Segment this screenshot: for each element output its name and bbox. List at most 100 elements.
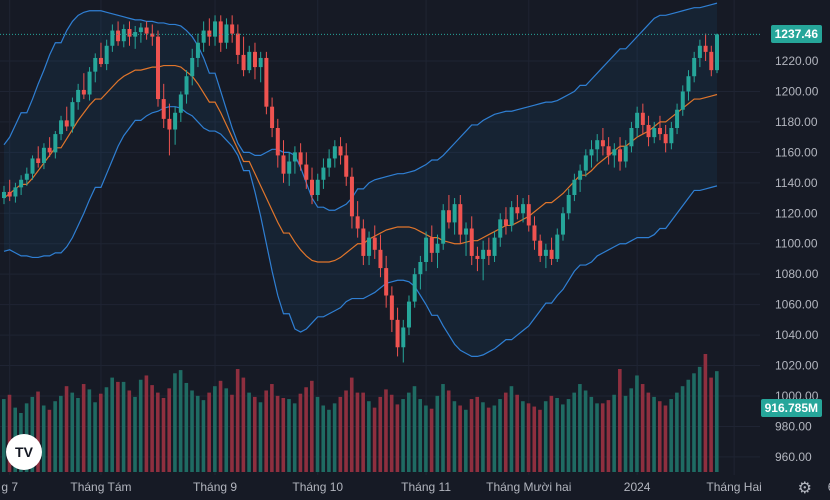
candle [195, 33, 200, 68]
candle [509, 201, 514, 232]
price-axis[interactable]: 960.00980.001000.001020.001040.001060.00… [760, 0, 830, 500]
candle [669, 121, 674, 150]
candle [287, 152, 292, 186]
candle [589, 140, 594, 168]
candle [361, 219, 366, 266]
volume-bar [64, 386, 69, 472]
volume-bar [703, 354, 708, 472]
volume-bar [93, 402, 97, 472]
volume-bar [566, 399, 571, 472]
candle [315, 173, 320, 202]
candle [127, 21, 132, 46]
candle [606, 137, 611, 165]
volume-bar [247, 392, 251, 472]
candle [578, 164, 583, 192]
volume-bar [178, 370, 183, 472]
time-tick-label: Tháng 10 [292, 480, 343, 494]
candle [652, 121, 657, 144]
candle [104, 39, 109, 71]
candle [161, 83, 166, 128]
volume-bar [412, 386, 417, 472]
volume-bar [252, 396, 257, 472]
candle [344, 143, 349, 186]
volume-bar [144, 375, 149, 472]
candle [475, 246, 480, 272]
candle [241, 36, 246, 77]
volume-bar [224, 388, 229, 472]
candle [412, 268, 417, 308]
candle [692, 51, 697, 83]
price-tick-label: 1040.00 [775, 328, 819, 342]
candle [612, 143, 617, 168]
volume-bar [515, 394, 519, 472]
candle [401, 319, 406, 363]
volume-bar [646, 392, 651, 472]
time-tick-label: g 7 [1, 480, 18, 494]
volume-bar [600, 403, 605, 472]
candle [338, 137, 343, 165]
volume-bar [173, 373, 177, 472]
volume-bar [195, 395, 200, 472]
volume-bar [469, 399, 474, 472]
price-tick-label: 1140.00 [775, 176, 818, 190]
volume-bar [435, 395, 440, 472]
volume-bar [47, 409, 52, 472]
volume-bar [287, 399, 291, 472]
volume-bar [156, 392, 160, 472]
volume-bar [167, 388, 172, 472]
time-axis[interactable]: g 7 Tháng Tám Tháng 9 Tháng 10 Tháng 11 Tháng… [1, 480, 830, 494]
candle [458, 195, 463, 244]
volume-tag: 916.785M [760, 399, 822, 417]
volume-bar [127, 390, 132, 472]
candle [298, 143, 303, 171]
volume-bar [121, 381, 126, 472]
volume-bar [424, 405, 428, 472]
volume-bar [578, 384, 582, 472]
candle [304, 152, 309, 189]
candle [367, 231, 372, 266]
candle [389, 286, 394, 333]
candle [138, 22, 143, 43]
volume-bar [401, 399, 405, 472]
settings-gear-icon[interactable]: ⚙ [797, 480, 812, 497]
volume-bar [618, 369, 622, 472]
candle [697, 39, 702, 68]
candle [675, 103, 680, 135]
candle [349, 167, 354, 229]
time-tick-label: Tháng Tám [70, 480, 131, 494]
candle [247, 45, 252, 74]
candle [150, 24, 155, 46]
candle [252, 42, 257, 80]
volume-bar [629, 388, 634, 472]
tradingview-logo-icon[interactable]: TV [6, 434, 42, 470]
volume-bar [98, 393, 103, 472]
candle [452, 198, 457, 235]
candle [435, 234, 440, 269]
volume-bar [669, 399, 673, 472]
volume-bar [458, 405, 462, 472]
volume-bar [526, 403, 531, 472]
volume-bar [367, 401, 371, 472]
candle [116, 21, 121, 46]
candle [429, 225, 434, 262]
volume-bars [2, 354, 719, 472]
volume-bar [264, 390, 268, 472]
volume-bar [36, 391, 40, 472]
volume-bar [270, 384, 274, 472]
volume-bar [104, 387, 109, 472]
candle [64, 106, 69, 132]
candle [327, 149, 332, 177]
candle [213, 15, 218, 46]
volume-bar [230, 394, 234, 472]
volume-bar [560, 404, 565, 472]
volume-bar [304, 387, 308, 472]
volume-bar [30, 396, 35, 472]
volume-bar [213, 386, 217, 472]
candle [657, 115, 662, 141]
candle [595, 134, 600, 162]
candle [549, 237, 554, 266]
candle [395, 307, 400, 357]
candle [418, 255, 423, 290]
candle [498, 213, 503, 247]
